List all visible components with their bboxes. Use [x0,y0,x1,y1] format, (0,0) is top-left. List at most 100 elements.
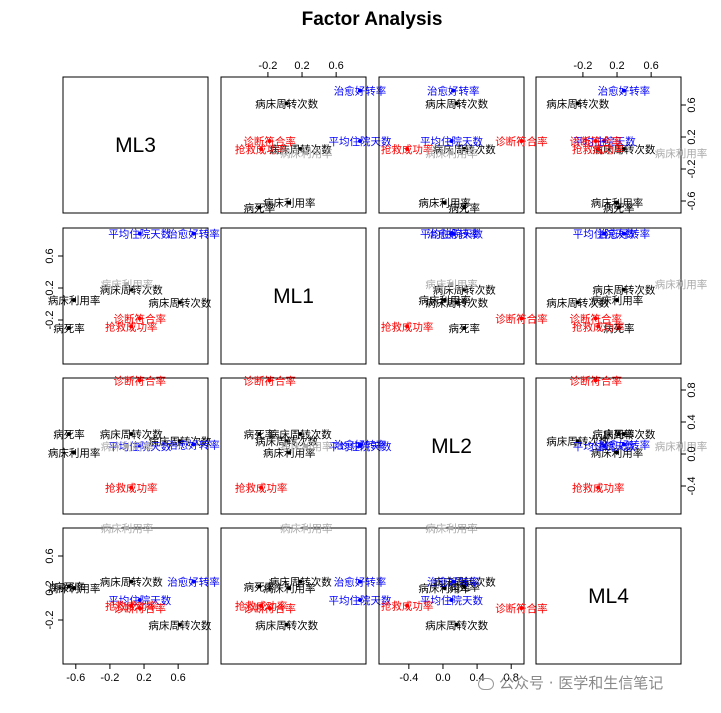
data-point-4 [621,442,626,447]
data-point-7 [405,147,410,151]
point-label-3: 病死率 [53,322,85,335]
data-point-1 [575,101,580,106]
right-axis-ML3-tick-label: -0.6 [686,192,698,211]
data-point-5 [449,598,454,602]
data-point-2 [72,450,77,455]
data-point-2 [72,298,77,302]
point-label-1: 病床周转次数 [148,296,211,309]
right-axis-ML2-tick-label: 0.8 [686,382,698,397]
point-label-8: 病床利用率 [280,147,333,160]
point-label-4: 治愈好转率 [334,576,387,589]
data-point-0 [129,287,134,292]
point-label-5: 平均住院天数 [573,440,636,453]
data-point-6 [267,378,272,383]
point-label-1: 病床周转次数 [425,619,488,632]
point-label-5: 平均住院天数 [329,135,392,148]
panel-ML4-ML4 [535,527,682,665]
watermark-text: 公众号 · 医学和生信笔记 [499,674,664,692]
data-point-2 [615,450,620,455]
point-label-7: 抢救成功率 [572,143,625,156]
data-point-5 [137,598,142,602]
point-label-6: 诊断符合率 [495,135,548,148]
data-point-6 [137,316,142,321]
point-label-2: 病床利用率 [48,582,101,595]
point-label-2: 病床利用率 [418,582,471,595]
point-label-5: 平均住院天数 [108,228,171,241]
data-point-0 [129,579,134,584]
panel-ML1-ML4 [220,527,367,665]
data-point-7 [596,147,601,151]
panel-ML2-ML1 [378,227,525,365]
point-label-1: 病床周转次数 [546,97,609,110]
point-label-2: 病床利用率 [48,446,101,459]
point-label-8: 病床利用率 [280,440,333,453]
data-point-1 [575,439,580,444]
point-label-4: 治愈好转率 [598,228,651,241]
wechat-icon [478,677,494,690]
data-point-5 [449,231,454,236]
watermark: 公众号 · 医学和生信笔记 [478,672,663,693]
data-point-2 [615,200,620,205]
data-point-7 [129,603,134,608]
point-label-7: 抢救成功率 [381,600,434,613]
data-point-8 [679,444,683,448]
point-label-4: 治愈好转率 [334,85,387,98]
panel-ML2-ML3 [378,76,525,214]
left-axis-ML4-tick-label: 0.6 [44,548,56,563]
point-label-1: 病床周转次数 [255,435,318,448]
bottom-axis-ML3-tick-label: 0.2 [136,672,151,684]
panel-ML3-ML4 [62,527,209,665]
panel-ML1-ML3 [220,76,367,214]
point-label-1: 病床周转次数 [255,97,318,110]
data-point-0 [298,147,303,151]
data-point-1 [284,439,289,444]
point-label-0: 病床周转次数 [100,576,163,589]
data-point-2 [615,298,620,302]
point-label-5: 平均住院天数 [420,594,483,607]
data-point-0 [462,579,467,584]
point-label-3: 病死率 [603,428,635,441]
top-axis-ML4-tick-label: 0.2 [609,60,624,72]
data-point-8 [449,526,454,530]
point-label-6: 诊断符合率 [495,312,548,325]
data-point-5 [358,598,363,602]
data-point-7 [596,485,601,490]
data-point-2 [442,200,447,205]
data-point-0 [621,287,626,292]
data-point-2 [442,298,447,302]
point-label-8: 病床利用率 [425,522,478,535]
data-point-4 [191,579,196,584]
point-label-0: 病床周转次数 [269,143,332,156]
point-label-1: 病床周转次数 [425,296,488,309]
panel-ML2-ML2 [378,377,525,515]
diagonal-label-ML3: ML3 [115,134,156,157]
chart-title: Factor Analysis [302,9,443,30]
point-label-2: 病床利用率 [48,294,101,307]
point-label-3: 病死率 [603,322,635,335]
point-label-2: 病床利用率 [591,446,644,459]
data-point-3 [462,205,467,210]
data-point-1 [284,101,289,106]
data-point-6 [593,139,598,143]
data-point-1 [284,622,289,627]
right-axis-ML3-tick-label: 0.2 [686,129,698,144]
point-label-8: 病床利用率 [101,278,154,291]
data-point-6 [593,316,598,321]
bottom-axis-ML2-tick-label: -0.4 [399,672,418,684]
point-label-7: 抢救成功率 [235,143,288,156]
data-point-5 [602,444,607,448]
data-point-3 [616,326,621,330]
point-label-3: 病死率 [53,428,85,441]
data-point-1 [454,622,459,627]
data-point-8 [304,526,309,530]
point-label-6: 诊断符合率 [114,312,167,325]
data-point-8 [449,282,454,286]
scatter-matrix: ML3 病床周转次数病床周转次数病床利用率病死率治愈好转率平均住院天数诊断符合率抢… [44,60,707,684]
point-label-1: 病床周转次数 [425,97,488,110]
point-label-0: 病床周转次数 [433,143,496,156]
data-point-7 [596,324,601,329]
point-label-8: 病床利用率 [655,147,708,160]
data-point-7 [259,147,264,151]
point-label-7: 抢救成功率 [381,320,434,333]
point-label-6: 诊断符合率 [569,135,622,148]
